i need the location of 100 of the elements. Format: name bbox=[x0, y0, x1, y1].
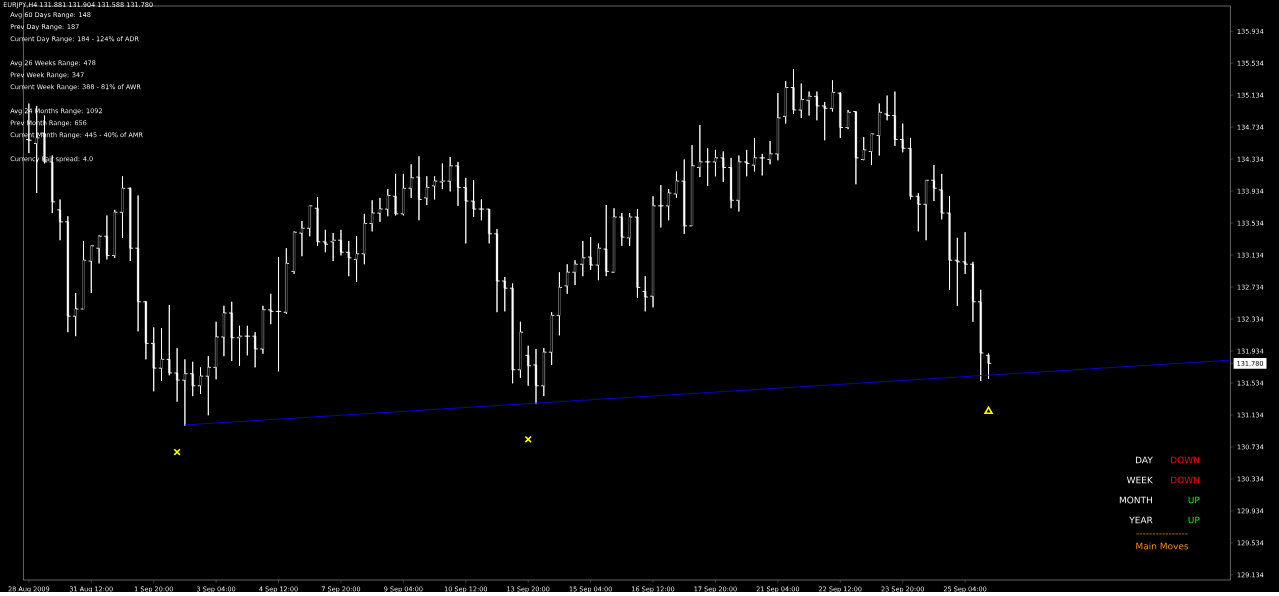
annotation: DOWN bbox=[1171, 476, 1199, 484]
candlestick bbox=[56, 199, 64, 241]
candlestick bbox=[189, 361, 196, 397]
annotation: YEAR bbox=[1129, 516, 1153, 524]
candlestick bbox=[439, 163, 446, 190]
candlestick bbox=[798, 83, 805, 119]
candlestick bbox=[922, 179, 930, 241]
candlestick bbox=[844, 109, 852, 130]
candlestick bbox=[626, 212, 633, 247]
candlestick bbox=[743, 149, 750, 177]
candlestick bbox=[431, 175, 438, 200]
candlestick bbox=[290, 230, 298, 275]
candlestick bbox=[712, 149, 719, 177]
candlestick bbox=[813, 91, 821, 121]
candlestick bbox=[244, 325, 251, 356]
candlestick bbox=[111, 209, 118, 259]
candlestick bbox=[220, 305, 228, 357]
candlestick bbox=[517, 321, 524, 379]
candlestick bbox=[735, 155, 743, 212]
candlestick bbox=[540, 347, 547, 397]
candlestick bbox=[766, 140, 774, 165]
candlestick bbox=[88, 245, 95, 294]
candlestick bbox=[954, 237, 961, 307]
candlestick bbox=[493, 228, 501, 313]
candlestick bbox=[782, 80, 789, 124]
candlestick bbox=[571, 259, 579, 286]
candlestick bbox=[384, 188, 391, 217]
candlestick bbox=[657, 184, 665, 228]
candlestick bbox=[673, 171, 680, 199]
candlestick bbox=[899, 123, 906, 153]
candlestick bbox=[704, 147, 711, 187]
candlestick bbox=[837, 91, 844, 139]
candlestick bbox=[759, 153, 766, 176]
candlestick bbox=[751, 137, 758, 172]
annotation: WEEK bbox=[1126, 476, 1153, 484]
candlestick bbox=[977, 289, 984, 382]
candlestick bbox=[618, 212, 626, 247]
candlestick bbox=[876, 103, 883, 156]
candlestick bbox=[868, 133, 875, 166]
candlestick bbox=[376, 197, 384, 223]
candlestick bbox=[938, 173, 945, 220]
candlestick bbox=[103, 214, 111, 260]
candlestick bbox=[142, 300, 150, 360]
candlestick bbox=[353, 235, 360, 283]
candlestick bbox=[251, 331, 259, 368]
annotation: Main Moves bbox=[1136, 542, 1189, 550]
candlestick bbox=[720, 151, 727, 183]
candlestick bbox=[173, 347, 181, 403]
candlestick bbox=[727, 157, 735, 209]
candlestick bbox=[478, 199, 485, 221]
candlestick bbox=[595, 242, 602, 281]
candlestick bbox=[259, 305, 267, 355]
candlestick bbox=[501, 276, 508, 312]
candlestick bbox=[134, 195, 142, 332]
candlestick bbox=[532, 348, 540, 405]
candlestick bbox=[603, 204, 610, 277]
candlestick bbox=[298, 220, 306, 257]
candlestick bbox=[150, 326, 157, 392]
candlestick bbox=[509, 282, 516, 384]
candlestick bbox=[634, 208, 641, 299]
candlestick bbox=[930, 164, 938, 202]
candlestick bbox=[368, 199, 376, 232]
candlestick bbox=[392, 173, 399, 216]
candlestick bbox=[408, 163, 415, 199]
annotation: ---------------- bbox=[1136, 533, 1188, 535]
annotation: UP bbox=[1188, 516, 1200, 524]
candlestick bbox=[486, 208, 493, 244]
candlestick bbox=[127, 187, 134, 262]
candlestick bbox=[556, 271, 563, 336]
candlestick bbox=[236, 325, 243, 367]
candlestick bbox=[306, 205, 313, 237]
candlestick bbox=[852, 111, 860, 185]
candlestick bbox=[415, 155, 423, 221]
candlestick bbox=[969, 261, 977, 323]
candlestick bbox=[883, 95, 891, 121]
candlestick bbox=[946, 195, 953, 291]
candlestick bbox=[525, 345, 532, 387]
candlestick bbox=[95, 234, 103, 264]
candlestick bbox=[119, 175, 126, 239]
candlestick bbox=[72, 292, 79, 337]
candlestick bbox=[587, 236, 594, 271]
candlestick bbox=[447, 156, 454, 192]
candlestick bbox=[915, 192, 922, 232]
candlestick bbox=[860, 136, 867, 161]
candlestick bbox=[322, 229, 329, 253]
candlestick bbox=[907, 137, 914, 200]
candlestick bbox=[314, 196, 321, 247]
candlestick bbox=[665, 188, 672, 221]
candlestick bbox=[821, 101, 828, 141]
annotation: DOWN bbox=[1171, 456, 1199, 464]
candlestick bbox=[696, 124, 704, 178]
candlestick bbox=[400, 173, 407, 216]
candlestick bbox=[283, 247, 290, 315]
candlestick bbox=[462, 177, 469, 244]
candlestick bbox=[197, 366, 204, 395]
candlestick bbox=[212, 321, 220, 380]
candlestick bbox=[267, 293, 274, 325]
annotation: DAY bbox=[1135, 456, 1153, 464]
candlestick bbox=[345, 240, 352, 277]
candlestick bbox=[329, 232, 337, 262]
